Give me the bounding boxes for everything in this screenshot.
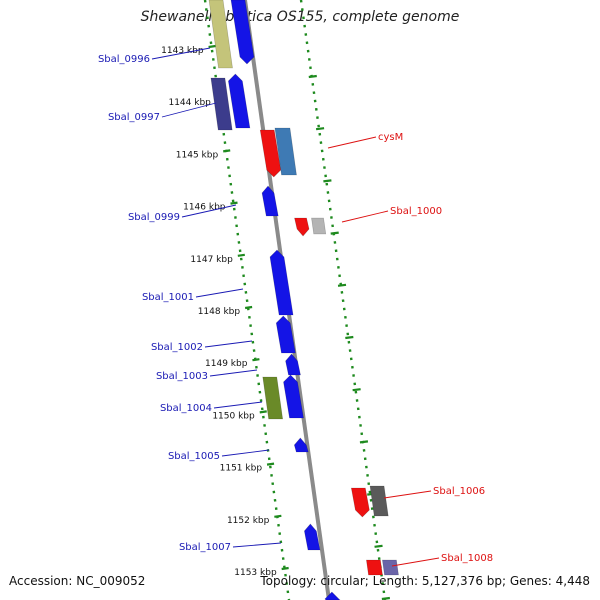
kbp-tick xyxy=(374,544,383,548)
kbp-label: 1144 kbp xyxy=(168,98,211,108)
gene-feature xyxy=(208,0,233,69)
gene-feature xyxy=(261,185,279,217)
gene-label: Sbal_1008 xyxy=(441,553,493,564)
kbp-tick xyxy=(337,283,347,287)
gene-label: Sbal_0999 xyxy=(128,212,180,223)
kbp-tick xyxy=(223,149,231,153)
gene-feature xyxy=(311,217,327,235)
gene-label: Sbal_1004 xyxy=(160,403,212,414)
gene-leader-line xyxy=(151,47,211,60)
gene-label: Sbal_1002 xyxy=(151,342,203,353)
gene-feature xyxy=(259,129,282,178)
gene-leader-line xyxy=(181,204,237,218)
accession-label: Accession: NC_009052 xyxy=(9,574,146,588)
kbp-tick xyxy=(266,462,275,466)
kbp-label: 1145 kbp xyxy=(176,150,219,160)
kbp-tick xyxy=(352,388,361,392)
gene-leader-line xyxy=(195,288,244,298)
kbp-label: 1148 kbp xyxy=(198,307,241,317)
kbp-label: 1152 kbp xyxy=(227,516,270,526)
kbp-tick xyxy=(359,440,369,444)
gene-feature xyxy=(275,315,296,354)
gene-leader-line xyxy=(204,340,253,348)
gene-feature xyxy=(283,374,304,419)
gene-feature xyxy=(350,487,370,518)
kbp-tick xyxy=(330,231,339,235)
kbp-label: 1143 kbp xyxy=(161,46,204,56)
gene-leader-line xyxy=(213,401,263,409)
gene-leader-line xyxy=(341,210,389,223)
kbp-label: 1150 kbp xyxy=(212,411,255,421)
gene-feature xyxy=(369,485,389,517)
gene-label: Sbal_1003 xyxy=(156,371,208,382)
gene-leader-line xyxy=(327,136,377,149)
gene-leader-line xyxy=(391,557,440,567)
gene-label: Sbal_1005 xyxy=(168,451,220,462)
kbp-tick xyxy=(259,410,267,414)
gene-feature xyxy=(285,353,301,376)
kbp-label: 1146 kbp xyxy=(183,203,226,213)
gene-leader-line xyxy=(209,369,258,377)
gene-feature xyxy=(304,523,321,551)
kbp-tick xyxy=(381,596,390,600)
gene-label: Sbal_1000 xyxy=(390,206,442,217)
gene-feature xyxy=(230,0,255,65)
gene-label: Sbal_1006 xyxy=(433,486,485,497)
kbp-tick xyxy=(252,358,260,362)
kbp-label: 1147 kbp xyxy=(190,255,233,265)
kbp-tick xyxy=(237,253,245,257)
right-scale-track xyxy=(299,0,387,600)
kbp-tick xyxy=(323,179,332,183)
topology-label: Topology: circular; Length: 5,127,376 bp… xyxy=(260,574,590,588)
gene-leader-line xyxy=(383,490,432,499)
gene-feature xyxy=(366,559,383,576)
kbp-tick xyxy=(281,566,289,571)
gene-feature xyxy=(262,376,284,420)
gene-feature xyxy=(324,591,341,600)
gene-leader-line xyxy=(221,449,270,457)
gene-label: Sbal_0996 xyxy=(98,54,150,65)
kbp-tick xyxy=(308,74,317,79)
kbp-tick xyxy=(230,201,238,205)
kbp-label: 1149 kbp xyxy=(205,359,248,369)
gene-label: Sbal_1001 xyxy=(142,292,194,303)
kbp-label: 1153 kbp xyxy=(234,568,277,578)
gene-feature xyxy=(269,249,294,316)
gene-feature xyxy=(293,437,309,453)
kbp-tick xyxy=(208,44,216,49)
gene-label: Sbal_1007 xyxy=(179,542,231,553)
kbp-label: 1151 kbp xyxy=(220,464,263,474)
gene-feature xyxy=(382,559,399,576)
gene-leader-line xyxy=(161,102,217,118)
gene-feature xyxy=(274,127,297,176)
kbp-tick xyxy=(244,305,253,310)
kbp-tick xyxy=(315,127,325,131)
kbp-tick xyxy=(274,514,282,518)
gene-feature xyxy=(294,217,310,237)
kbp-tick xyxy=(345,335,354,340)
gene-label: Sbal_0997 xyxy=(108,112,160,123)
gene-leader-line xyxy=(232,542,282,548)
gene-feature xyxy=(228,73,251,129)
gene-feature xyxy=(210,77,233,131)
gene-label: cysM xyxy=(378,132,403,143)
